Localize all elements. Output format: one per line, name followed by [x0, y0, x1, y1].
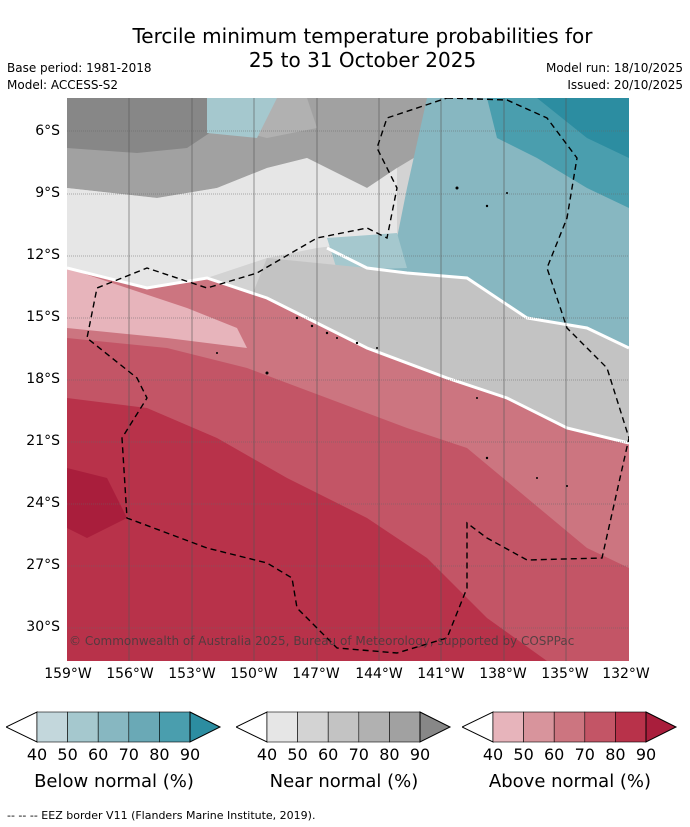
- colorbar-segment: [389, 711, 421, 743]
- eez-footnote: -- -- -- EEZ border V11 (Flanders Marine…: [7, 809, 316, 822]
- colorbar-tick-label: 90: [635, 745, 657, 764]
- issued-date: Issued: 20/10/2025: [567, 78, 683, 92]
- lon-label-153w: 153°W: [168, 666, 216, 682]
- colorbar-segment: [553, 711, 586, 743]
- lon-label-150w: 150°W: [230, 666, 278, 682]
- meridians: [128, 98, 567, 661]
- colorbar-tick-label: 50: [57, 745, 78, 764]
- colorbar-label-below: Below normal (%): [34, 771, 194, 792]
- lon-label-156w: 156°W: [106, 666, 154, 682]
- colorbar-tick-label: 70: [348, 745, 369, 764]
- lat-label-30s: 30°S: [26, 619, 60, 635]
- map-svg: [67, 98, 629, 661]
- eez-border: [86, 98, 629, 654]
- colorbar-segment: [327, 711, 360, 743]
- colorbar-label-near: Near normal (%): [269, 771, 419, 792]
- colorbar-segment: [523, 711, 555, 743]
- colorbar-tick-label: 60: [318, 745, 339, 764]
- colorbar-tick-label: 90: [179, 745, 201, 764]
- below-normal-90-region: [537, 98, 629, 158]
- lat-label-21s: 21°S: [26, 433, 60, 449]
- below-normal-patch-1: [207, 98, 277, 138]
- colorbar-segment: [36, 711, 68, 743]
- colorbar-segment: [67, 711, 99, 743]
- colorbar-segment: [266, 711, 298, 743]
- near-normal-low-region: [67, 158, 397, 288]
- colorbar-segment: [97, 711, 130, 743]
- lat-label-24s: 24°S: [26, 495, 60, 511]
- colorbar-segment: [358, 711, 390, 743]
- lon-label-159w: 159°W: [44, 666, 92, 682]
- meta-right: Model run: 18/10/2025 Issued: 20/10/2025: [546, 60, 683, 94]
- above-normal-40-region: [67, 268, 247, 348]
- colorbar-tick-label: 50: [287, 745, 308, 764]
- lat-label-6s: 6°S: [35, 123, 60, 139]
- lon-label-144w: 144°W: [355, 666, 403, 682]
- colorbar-tick-label: 60: [88, 745, 109, 764]
- lat-label-15s: 15°S: [26, 309, 60, 325]
- lon-label-132w: 132°W: [602, 666, 650, 682]
- near-normal-mid-region: [247, 258, 629, 443]
- probability-map: [67, 98, 629, 661]
- above-normal-80-region: [67, 398, 547, 661]
- colorbar-tick-label: 50: [513, 745, 534, 764]
- colorbar-segment: [159, 711, 191, 743]
- colorbar-tick-label: 80: [149, 745, 170, 764]
- copyright-notice: © Commonwealth of Australia 2025, Bureau…: [69, 634, 575, 648]
- model-name: Model: ACCESS-S2: [7, 78, 119, 92]
- colorbar-segment: [492, 711, 524, 743]
- meta-left: Base period: 1981-2018 Model: ACCESS-S2: [7, 60, 152, 94]
- lon-label-138w: 138°W: [479, 666, 527, 682]
- colorbar-tick-label: 90: [409, 745, 431, 764]
- map-title: Tercile minimum temperature probabilitie…: [0, 24, 690, 72]
- colorbar-segment: [128, 711, 160, 743]
- colorbar-tick-label: 40: [256, 745, 278, 764]
- base-period: Base period: 1981-2018: [7, 61, 152, 75]
- colorbar-tick-label: 40: [26, 745, 48, 764]
- lat-label-27s: 27°S: [26, 557, 60, 573]
- colorbar-tick-label: 70: [574, 745, 595, 764]
- colorbar-below-normal: [6, 711, 222, 743]
- colorbar-tick-label: 70: [118, 745, 139, 764]
- colorbar-segment: [297, 711, 329, 743]
- colorbar-tick-label: 80: [379, 745, 400, 764]
- near-normal-90-region: [67, 98, 217, 153]
- lon-label-141w: 141°W: [417, 666, 465, 682]
- islands: [216, 186, 568, 487]
- colorbar-label-above: Above normal (%): [488, 771, 652, 792]
- colorbar-tick-label: 40: [482, 745, 504, 764]
- colorbar-segment: [584, 711, 616, 743]
- title-line-2: 25 to 31 October 2025: [248, 48, 477, 72]
- lat-label-18s: 18°S: [26, 371, 60, 387]
- colorbar-near-normal: [236, 711, 452, 743]
- above-normal-90-region: [67, 468, 127, 538]
- below-normal-patch-2: [327, 233, 407, 270]
- title-line-1: Tercile minimum temperature probabilitie…: [132, 24, 593, 48]
- lat-label-9s: 9°S: [35, 185, 60, 201]
- lon-label-135w: 135°W: [541, 666, 589, 682]
- graticule: [67, 130, 629, 629]
- model-run: Model run: 18/10/2025: [545, 61, 683, 75]
- colorbar-above-normal: [462, 711, 678, 743]
- colorbar-tick-label: 60: [544, 745, 565, 764]
- lon-label-147w: 147°W: [292, 666, 340, 682]
- lat-label-12s: 12°S: [26, 247, 60, 263]
- colorbar-segment: [615, 711, 647, 743]
- colorbar-tick-label: 80: [605, 745, 626, 764]
- tercile-boundary-lower: [67, 266, 629, 445]
- tercile-boundary-upper: [326, 246, 629, 350]
